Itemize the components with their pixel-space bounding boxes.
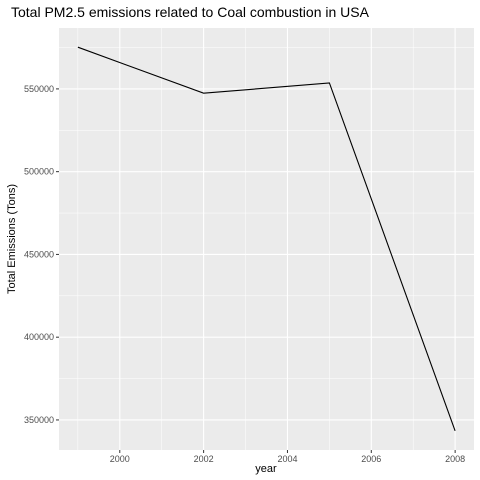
x-tick-label: 2004: [277, 454, 297, 464]
x-tick-label: 2002: [194, 454, 214, 464]
y-axis-title: Total Emissions (Tons): [6, 184, 18, 294]
x-axis-title: year: [255, 463, 277, 475]
plot-panel: [59, 28, 474, 450]
series-line: [77, 46, 456, 431]
chart-title: Total PM2.5 emissions related to Coal co…: [11, 4, 370, 20]
y-tick-label: 350000: [24, 415, 54, 425]
x-tick-label: 2008: [445, 454, 465, 464]
x-tick-label: 2000: [110, 454, 130, 464]
y-tick-label: 500000: [24, 167, 54, 177]
x-tick-label: 2006: [361, 454, 381, 464]
gridlines: [59, 28, 474, 450]
data-series: [77, 46, 456, 431]
y-tick-label: 400000: [24, 332, 54, 342]
y-tick-label: 450000: [24, 249, 54, 259]
y-tick-label: 550000: [24, 84, 54, 94]
axis-ticks: 2000 2002 2004 2006 2008 350000 400000 450000 50…: [24, 84, 465, 464]
